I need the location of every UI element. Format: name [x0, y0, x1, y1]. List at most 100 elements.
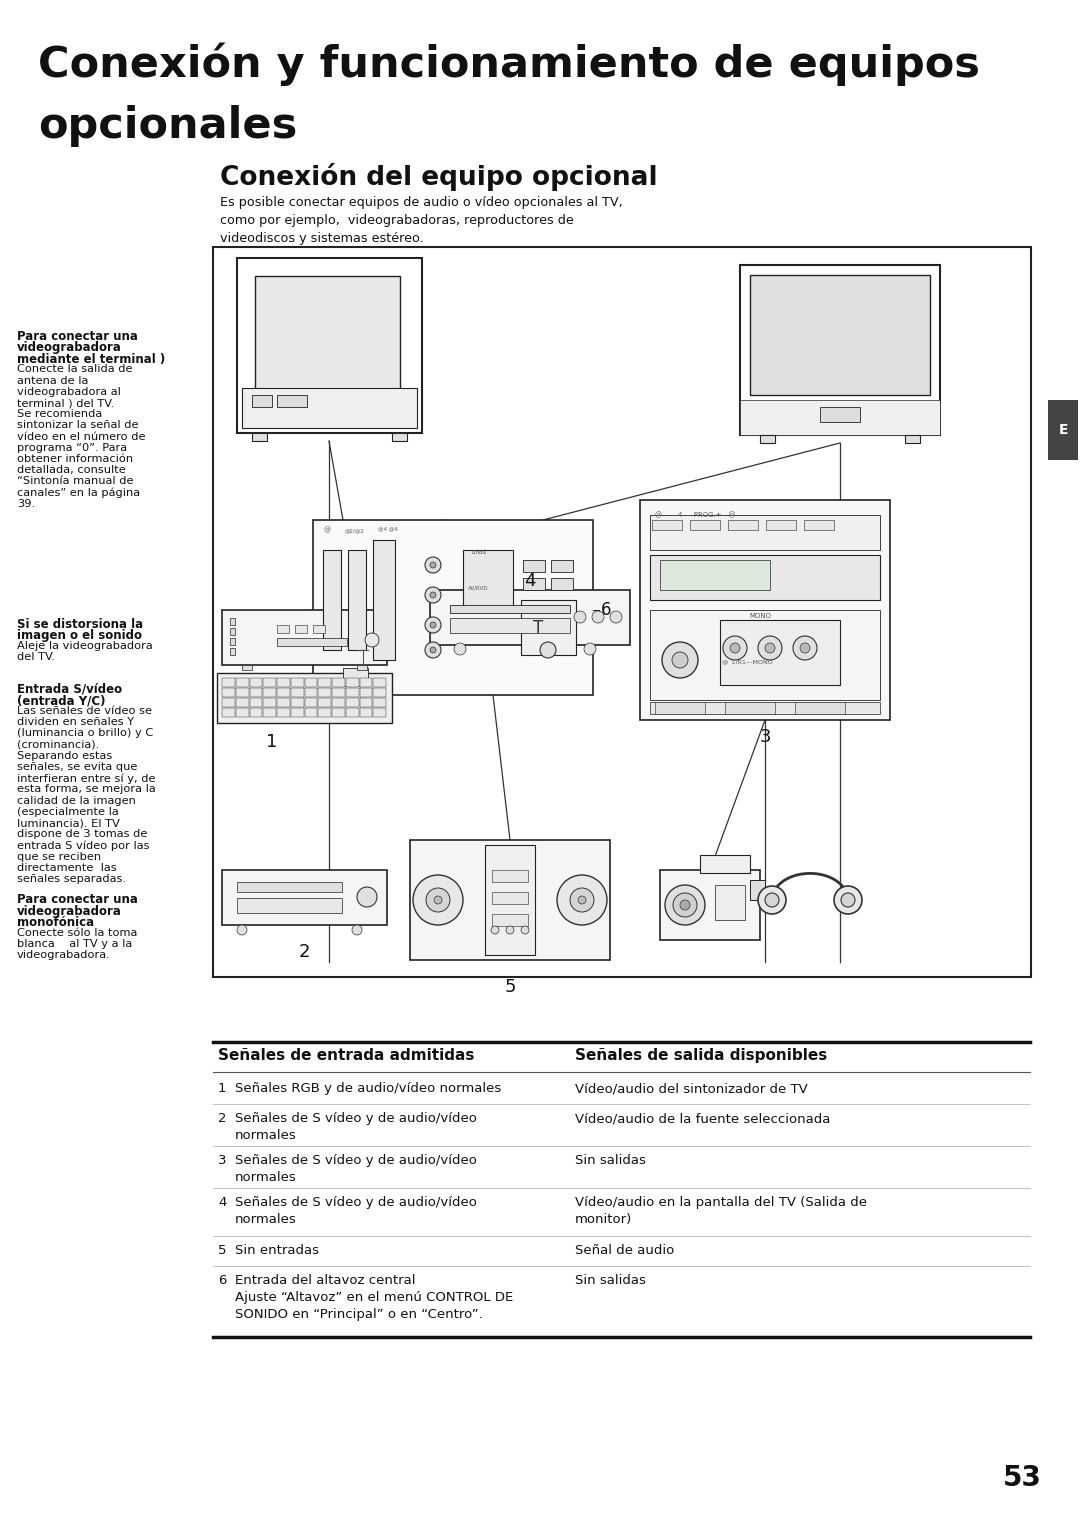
Text: Señales de S vídeo y de audio/vídeo
normales: Señales de S vídeo y de audio/vídeo norm… [235, 1154, 477, 1184]
Bar [255, 276, 400, 391]
Bar [346, 688, 359, 697]
Bar [346, 697, 359, 707]
Bar [237, 258, 422, 433]
Bar [374, 697, 386, 707]
Bar [463, 549, 513, 610]
Text: interfieran entre sí y, de: interfieran entre sí y, de [17, 774, 156, 784]
Circle shape [758, 636, 782, 661]
Bar [492, 870, 528, 882]
Text: AV/RVD: AV/RVD [468, 586, 488, 591]
Text: Vídeo/audio en la pantalla del TV (Salida de
monitor): Vídeo/audio en la pantalla del TV (Salid… [575, 1196, 867, 1225]
Text: (luminancia o brillo) y C: (luminancia o brillo) y C [17, 728, 153, 739]
Bar [291, 697, 303, 707]
Text: entrada S vídeo por las: entrada S vídeo por las [17, 841, 149, 852]
Text: @  L/R1---MONO: @ L/R1---MONO [723, 659, 773, 664]
Text: señales, se evita que: señales, se evita que [17, 761, 137, 772]
Circle shape [841, 893, 855, 906]
Circle shape [454, 642, 465, 655]
Text: imagen o el sonido: imagen o el sonido [17, 630, 141, 642]
Text: Sin entradas: Sin entradas [235, 1244, 319, 1257]
Text: 5: 5 [504, 978, 516, 996]
Bar [252, 433, 267, 441]
Bar [450, 604, 570, 613]
Text: Señales de S vídeo y de audio/vídeo
normales: Señales de S vídeo y de audio/vídeo norm… [235, 1196, 477, 1225]
Text: 4: 4 [524, 572, 536, 591]
Bar [264, 688, 276, 697]
Bar [360, 708, 373, 717]
Bar [795, 702, 845, 714]
Circle shape [521, 926, 529, 934]
Text: MONO: MONO [750, 613, 771, 620]
Circle shape [592, 610, 604, 623]
Circle shape [662, 642, 698, 678]
Text: Linda: Linda [471, 549, 486, 555]
Bar [650, 514, 880, 549]
Bar [313, 626, 325, 633]
Text: Entrada del altavoz central
Ajuste “Altavoz” en el menú CONTROL DE
SONIDO en “Pr: Entrada del altavoz central Ajuste “Alta… [235, 1274, 513, 1322]
Bar [305, 708, 318, 717]
Bar [650, 702, 880, 714]
Bar [264, 697, 276, 707]
Text: blanca    al TV y a la: blanca al TV y a la [17, 938, 132, 949]
Text: Señales de entrada admitidas: Señales de entrada admitidas [218, 1048, 474, 1064]
Bar [230, 629, 235, 635]
Bar [249, 688, 262, 697]
Text: calidad de la imagen: calidad de la imagen [17, 795, 136, 806]
Bar [305, 678, 318, 687]
Circle shape [680, 900, 690, 909]
Text: Sin salidas: Sin salidas [575, 1154, 646, 1167]
Circle shape [430, 623, 436, 629]
Circle shape [352, 925, 362, 935]
Text: 2: 2 [218, 1112, 227, 1125]
Circle shape [765, 642, 775, 653]
Circle shape [357, 887, 377, 906]
Text: @    -  4  -  PROG.+   @: @ - 4 - PROG.+ @ [654, 511, 735, 517]
Bar [1048, 400, 1078, 459]
Bar [230, 649, 235, 655]
Bar [551, 560, 573, 572]
Text: videograbadora.: videograbadora. [17, 949, 111, 960]
Bar [640, 501, 890, 720]
Circle shape [491, 926, 499, 934]
Text: Las señales de vídeo se: Las señales de vídeo se [17, 707, 152, 716]
Bar [804, 520, 834, 530]
Text: Aleje la videograbadora: Aleje la videograbadora [17, 641, 152, 652]
Text: vídeo en el número de: vídeo en el número de [17, 432, 146, 441]
Circle shape [673, 893, 697, 917]
Text: videograbadora al: videograbadora al [17, 388, 121, 397]
Text: (especialmente la: (especialmente la [17, 807, 119, 816]
Circle shape [578, 896, 586, 903]
Text: T: T [532, 620, 543, 636]
Bar [346, 678, 359, 687]
Circle shape [430, 647, 436, 653]
Text: 6: 6 [600, 601, 611, 620]
Text: Para conectar una: Para conectar una [17, 330, 138, 343]
Bar [235, 688, 248, 697]
Text: detallada, consulte: detallada, consulte [17, 465, 125, 475]
Text: Señales de salida disponibles: Señales de salida disponibles [575, 1048, 827, 1064]
Circle shape [426, 557, 441, 572]
Text: 4: 4 [218, 1196, 227, 1209]
Text: 2: 2 [298, 943, 310, 961]
Bar [492, 893, 528, 903]
Bar [750, 881, 765, 900]
Text: Para conectar una: Para conectar una [17, 893, 138, 906]
Bar [392, 433, 407, 441]
Bar [905, 435, 920, 443]
Text: @2/@2: @2/@2 [345, 528, 365, 533]
Bar [750, 275, 930, 395]
Text: mediante el terminal ): mediante el terminal ) [17, 353, 165, 366]
Bar [237, 882, 342, 893]
Bar [766, 520, 796, 530]
Text: Conexión y funcionamiento de equipos: Conexión y funcionamiento de equipos [38, 43, 980, 85]
Circle shape [800, 642, 810, 653]
Bar [222, 870, 387, 925]
Bar [820, 407, 860, 423]
Text: monofónica: monofónica [17, 916, 94, 929]
Text: Señal de audio: Señal de audio [575, 1244, 674, 1257]
Bar [360, 688, 373, 697]
Bar [222, 708, 234, 717]
Text: esta forma, se mejora la: esta forma, se mejora la [17, 784, 156, 795]
Bar [276, 708, 289, 717]
Circle shape [570, 888, 594, 913]
